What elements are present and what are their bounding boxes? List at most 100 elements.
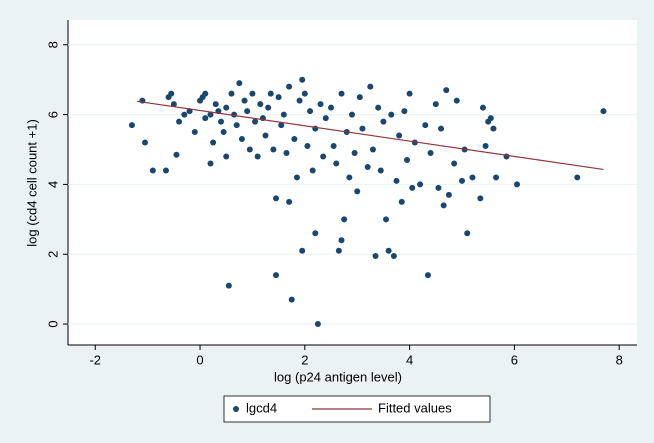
point [333, 160, 340, 167]
point [435, 184, 442, 191]
point [176, 118, 183, 125]
point [238, 136, 245, 143]
point [293, 174, 300, 181]
y-axis-label: log (cd4 cell count +1) [24, 119, 39, 247]
point [359, 125, 366, 132]
point [438, 125, 445, 132]
point [477, 195, 484, 202]
point [288, 296, 295, 303]
point [401, 108, 408, 115]
point [398, 198, 405, 205]
point [338, 237, 345, 244]
point [335, 247, 342, 254]
point [320, 153, 327, 160]
point [212, 101, 219, 108]
point [262, 132, 269, 139]
point [291, 136, 298, 143]
point [223, 153, 230, 160]
point [246, 146, 253, 153]
point [220, 129, 227, 136]
point [330, 143, 337, 150]
point [210, 139, 217, 146]
point [338, 90, 345, 97]
point [317, 101, 324, 108]
point [385, 247, 392, 254]
point [228, 90, 235, 97]
point [128, 122, 135, 129]
point [275, 94, 282, 101]
point [451, 160, 458, 167]
point [286, 198, 293, 205]
point [249, 90, 256, 97]
point [191, 129, 198, 136]
legend-label: Fitted values [378, 400, 452, 415]
point [364, 163, 371, 170]
point [600, 108, 607, 115]
point [417, 181, 424, 188]
point [314, 321, 321, 328]
point [273, 195, 280, 202]
point [351, 150, 358, 157]
y-tick-label: 8 [45, 41, 60, 48]
point [301, 90, 308, 97]
point [390, 252, 397, 259]
point [162, 167, 169, 174]
point [309, 167, 316, 174]
point [354, 188, 361, 195]
point [479, 104, 486, 111]
point [459, 177, 466, 184]
point [270, 146, 277, 153]
point [236, 80, 243, 87]
point [432, 101, 439, 108]
point [356, 94, 363, 101]
point [299, 247, 306, 254]
point [299, 76, 306, 83]
point [173, 151, 180, 158]
point [403, 156, 410, 163]
point [469, 174, 476, 181]
point [252, 118, 259, 125]
point [440, 202, 447, 209]
point [514, 181, 521, 188]
x-tick-label: 2 [301, 352, 308, 367]
point [341, 216, 348, 223]
point [383, 216, 390, 223]
y-tick-label: 0 [45, 320, 60, 327]
point [217, 118, 224, 125]
point [181, 111, 188, 118]
point [396, 132, 403, 139]
point [367, 83, 374, 90]
point [223, 104, 230, 111]
point [265, 104, 272, 111]
legend-label: lgcd4 [246, 400, 277, 415]
point [225, 282, 232, 289]
point [207, 160, 214, 167]
point [346, 174, 353, 181]
y-tick-label: 6 [45, 111, 60, 118]
point [312, 230, 319, 237]
point [443, 87, 450, 94]
point [267, 90, 274, 97]
point [149, 167, 156, 174]
point [286, 83, 293, 90]
point [487, 115, 494, 122]
point [244, 108, 251, 115]
point [207, 111, 214, 118]
point [170, 101, 177, 108]
x-tick-label: 0 [196, 352, 203, 367]
point [142, 139, 149, 146]
point [393, 177, 400, 184]
point [168, 90, 175, 97]
y-tick-label: 4 [45, 181, 60, 188]
point [296, 97, 303, 104]
x-axis-label: log (p24 antigen level) [274, 369, 402, 384]
y-tick-label: 2 [45, 251, 60, 258]
point [254, 153, 261, 160]
point [445, 191, 452, 198]
x-tick-label: 4 [406, 352, 413, 367]
point [202, 115, 209, 122]
point [453, 97, 460, 104]
legend-key [233, 406, 239, 412]
